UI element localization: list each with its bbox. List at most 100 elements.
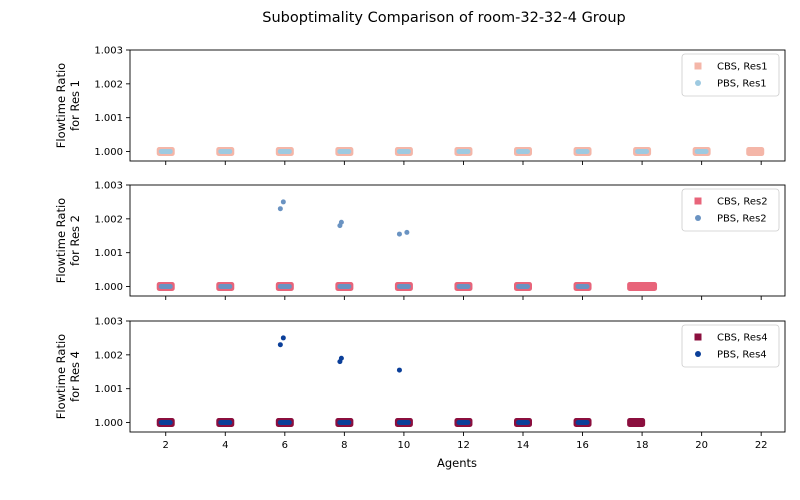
y-tick-label: 1.000 (94, 147, 123, 158)
axes-frame (129, 184, 786, 297)
data-point-circle (158, 420, 173, 426)
x-tick-label: 14 (517, 440, 530, 451)
y-tick-label: 1.003 (94, 317, 123, 328)
data-point-circle (396, 284, 411, 290)
legend-entry-label: CBS, Res2 (717, 197, 768, 208)
data-point-circle (575, 284, 590, 290)
data-point-circle (635, 149, 650, 155)
legend: CBS, Res2 PBS, Res2 (681, 188, 780, 232)
x-tick-label: 12 (457, 440, 470, 451)
y-tick-label: 1.002 (94, 79, 123, 90)
data-point-circle (158, 284, 173, 290)
y-tick-label: 1.000 (94, 282, 123, 293)
legend: CBS, Res1 PBS, Res1 (681, 53, 780, 97)
series-2 (158, 199, 590, 290)
x-tick-label: 2 (163, 440, 169, 451)
x-axis-label: Agents (437, 456, 477, 470)
x-tick-label: 10 (398, 440, 411, 451)
series-2 (158, 335, 590, 426)
series-markers (156, 199, 658, 292)
x-tick-label: 20 (695, 440, 708, 451)
legend-entry-label: PBS, Res1 (717, 79, 767, 90)
data-point-circle (396, 420, 411, 426)
y-axis-label-line: Flowtime Ratio (54, 334, 68, 419)
data-point-circle (396, 367, 402, 373)
x-tick-label: 8 (341, 440, 347, 451)
data-point-circle (575, 149, 590, 155)
axes-frame (129, 320, 786, 433)
y-axis-label-line: Flowtime Ratio (54, 198, 68, 283)
y-tick-label: 1.002 (94, 214, 123, 225)
x-tick-label: 16 (576, 440, 589, 451)
legend-marker-square (694, 333, 702, 341)
y-axis-label-line: for Res 1 (68, 80, 82, 131)
data-point-circle (456, 284, 471, 290)
y-tick-label: 1.001 (94, 248, 123, 259)
axes-frame (129, 49, 786, 162)
legend-marker-circle (695, 351, 701, 357)
y-tick-label: 1.000 (94, 418, 123, 429)
subplot-3: 1.000 1.001 1.002 1.003 2 4 6 8 10 12 14 16 18 20 22 Fl… (54, 317, 786, 451)
legend-marker-circle (695, 80, 701, 86)
data-point-circle (277, 342, 283, 348)
data-point-circle (338, 219, 344, 225)
legend-marker-circle (695, 215, 701, 221)
legend-entry-label: CBS, Res1 (717, 62, 768, 73)
y-axis-label: Flowtime Ratiofor Res 4 (54, 334, 82, 419)
data-point-circle (277, 284, 292, 290)
data-point-circle (158, 149, 173, 155)
x-tick-label: 4 (222, 440, 228, 451)
data-point-circle (516, 149, 530, 155)
legend-entry-label: CBS, Res4 (717, 333, 768, 344)
y-tick-label: 1.001 (94, 113, 123, 124)
series-markers (156, 335, 646, 428)
y-axis-label-line: for Res 2 (68, 215, 82, 266)
legend-marker-square (694, 62, 702, 70)
legend: CBS, Res4 PBS, Res4 (681, 324, 780, 368)
chart-title: Suboptimality Comparison of room-32-32-4… (262, 10, 625, 26)
legend-entry-label: PBS, Res2 (717, 214, 767, 225)
legend-box (681, 53, 780, 97)
series-markers (156, 147, 765, 157)
y-axis-label: Flowtime Ratiofor Res 1 (54, 63, 82, 148)
data-point-circle (575, 420, 590, 426)
data-point-circle (456, 420, 471, 426)
data-point-circle (218, 149, 233, 155)
x-tick-label: 18 (636, 440, 649, 451)
y-tick-label: 1.003 (94, 181, 123, 192)
data-point-circle (277, 149, 292, 155)
subplot-1: 1.000 1.001 1.002 1.003 Flowtime Ratiofor Re… (54, 46, 786, 165)
data-point-circle (516, 284, 530, 290)
data-point-circle (218, 284, 233, 290)
legend-entry-label: PBS, Res4 (717, 350, 767, 361)
data-point-square (746, 147, 765, 157)
x-tick-label: 6 (282, 440, 288, 451)
x-tick-label: 22 (755, 440, 768, 451)
data-point-square (627, 418, 646, 428)
legend-marker-square (694, 197, 702, 205)
data-point-circle (280, 335, 286, 341)
data-point-circle (277, 206, 283, 212)
data-point-circle (396, 149, 411, 155)
data-point-circle (280, 199, 286, 205)
y-axis-label-line: Flowtime Ratio (54, 63, 68, 148)
data-point-square (639, 282, 658, 292)
y-tick-label: 1.002 (94, 350, 123, 361)
data-point-circle (516, 420, 530, 426)
data-point-circle (456, 149, 471, 155)
y-axis-label-line: for Res 4 (68, 351, 82, 402)
y-axis-label: Flowtime Ratiofor Res 2 (54, 198, 82, 283)
data-point-circle (338, 355, 344, 361)
legend-box (681, 188, 780, 232)
legend-box (681, 324, 780, 368)
data-point-circle (694, 149, 709, 155)
data-point-circle (337, 420, 352, 426)
subplot-2: 1.000 1.001 1.002 1.003 Flowtime Ratiofor Re… (54, 181, 786, 300)
y-tick-label: 1.001 (94, 384, 123, 395)
y-tick-label: 1.003 (94, 46, 123, 57)
data-point-circle (404, 229, 410, 235)
data-point-circle (218, 420, 233, 426)
